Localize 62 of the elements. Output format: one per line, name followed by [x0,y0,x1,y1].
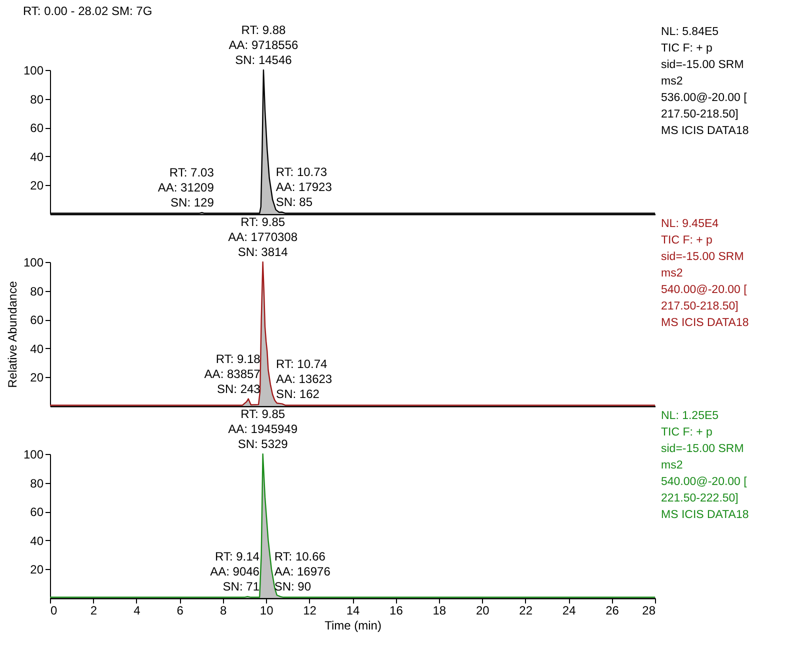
annotation: RT: 9.85 AA: 1770308 SN: 3814 [228,215,298,259]
text: TIC F: + p [661,234,712,246]
x-tick-label: 14 [346,604,360,618]
text: 540.00@-20.00 [ [661,476,748,488]
annotation: RT: 10.73 AA: 17923 SN: 85 [276,165,332,210]
y-tick-label: 100 [23,64,44,78]
x-tick-label: 22 [519,604,533,618]
text: 221.50-222.50] [661,492,738,504]
y-tick-label: 20 [30,370,44,385]
text: ms2 [661,460,683,472]
y-tick-label: 100 [23,448,44,462]
text: MS ICIS DATA18 [661,125,749,137]
text: ms2 [661,268,683,280]
x-tick-label: 24 [562,604,576,618]
y-axis-title: Relative Abundance [5,280,20,388]
x-tick-label: 8 [220,604,228,618]
y-tick-label: 40 [30,534,44,548]
x-tick-label: 2 [90,604,98,618]
y-tick-label: 80 [30,476,44,490]
text: 536.00@-20.00 [ [661,92,748,104]
text: NL: 5.84E5 [661,26,719,38]
y-tick-label: 40 [30,150,44,164]
text: sid=-15.00 SRM [661,59,744,71]
x-tick-label: 12 [303,604,317,618]
y-tick-label: 20 [30,178,44,193]
text: 217.50-218.50] [661,300,738,312]
text: MS ICIS DATA18 [661,509,749,521]
y-tick-label: 20 [30,562,44,577]
y-tick-label: 80 [30,92,44,106]
annotation: RT: 10.74 AA: 13623 SN: 162 [276,356,332,401]
text: NL: 1.25E5 [661,410,719,422]
text: TIC F: + p [661,42,712,54]
text: 217.50-218.50] [661,108,738,120]
annotation: RT: 9.88 AA: 9718556 SN: 14546 [228,23,298,67]
annotation: RT: 9.14 AA: 9046 SN: 71 [210,550,260,594]
x-tick-label: 0 [50,604,58,618]
text: sid=-15.00 SRM [661,443,744,455]
annotation: RT: 10.66 AA: 16976 SN: 90 [274,550,331,594]
annotation: RT: 9.85 AA: 1945949 SN: 5329 [228,407,298,451]
x-tick-label: 6 [176,604,184,618]
text: MS ICIS DATA18 [661,317,749,329]
y-tick-label: 60 [30,313,44,328]
text: ms2 [661,76,683,88]
x-tick-label: 4 [134,604,141,618]
x-tick-label: 10 [260,604,274,618]
x-tick-label: 26 [606,604,620,618]
y-tick-label: 60 [30,505,44,520]
y-tick-label: 40 [30,342,44,356]
x-tick-label: 28 [642,604,656,618]
text: sid=-15.00 SRM [661,251,744,263]
y-tick-label: 100 [23,256,44,270]
y-tick-label: 60 [30,121,44,136]
x-tick-label: 20 [476,604,490,618]
x-tick-label: 16 [390,604,404,618]
x-tick-label: 18 [432,604,446,618]
chart-title: RT: 0.00 - 28.02 SM: 7G [22,4,152,18]
annotation: RT: 7.03 AA: 31209 SN: 129 [158,166,214,210]
y-tick-label: 80 [30,284,44,298]
text: 540.00@-20.00 [ [661,284,748,296]
x-axis-title: Time (min) [324,618,382,632]
text: TIC F: + p [661,426,712,438]
text: NL: 9.45E4 [661,218,720,230]
